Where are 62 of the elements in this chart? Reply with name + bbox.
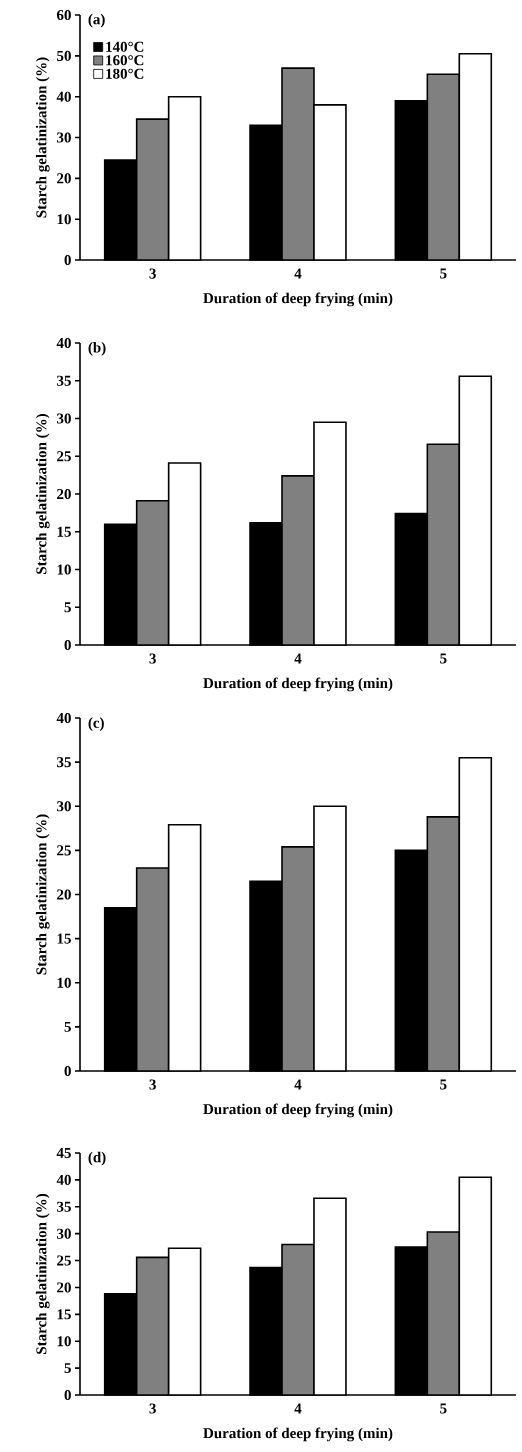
y-tick-label: 15	[57, 526, 71, 537]
y-tick-label: 30	[57, 132, 71, 143]
legend-label: 180°C	[106, 68, 144, 79]
y-tick-label: 0	[64, 1389, 71, 1401]
y-tick-label: 40	[56, 1174, 71, 1185]
y-tick-label: 20	[57, 1282, 71, 1293]
chart-title: (d)	[88, 1151, 106, 1166]
x-tick-label: 3	[149, 1403, 156, 1414]
y-axis-title: Starch gelatinization (%)	[35, 414, 50, 574]
chart-title: (a)	[88, 13, 105, 28]
y-tick-label: 0	[64, 254, 71, 266]
y-tick-label: 35	[57, 757, 71, 768]
y-tick-label: 5	[64, 1021, 71, 1032]
y-tick-label: 20	[57, 889, 71, 900]
x-tick-label: 5	[440, 1079, 447, 1090]
y-tick-label: 20	[57, 488, 71, 500]
chart-title: (c)	[88, 717, 104, 731]
x-tick-label: 3	[149, 1079, 156, 1090]
x-tick-label: 4	[294, 653, 302, 664]
y-tick-label: 5	[64, 1363, 71, 1374]
x-axis-title: Duration of deep frying (min)	[203, 292, 393, 307]
y-tick-label: 30	[57, 801, 71, 812]
x-tick-label: 5	[440, 1403, 447, 1414]
x-tick-label: 3	[149, 268, 156, 279]
y-tick-label: 10	[57, 977, 71, 988]
y-tick-label: 30	[57, 1228, 71, 1239]
y-tick-label: 60	[56, 9, 71, 21]
x-axis-title: Duration of deep frying (min)	[203, 677, 393, 692]
y-axis-title: Starch gelatinization (%)	[35, 1193, 50, 1354]
x-tick-label: 5	[440, 653, 447, 664]
y-tick-label: 40	[56, 91, 71, 102]
x-tick-label: 5	[440, 268, 447, 279]
y-tick-label: 40	[56, 712, 71, 724]
y-axis-title: Starch gelatinization (%)	[35, 814, 50, 975]
y-tick-label: 10	[57, 1336, 71, 1347]
x-tick-label: 4	[294, 1403, 302, 1414]
y-tick-label: 0	[64, 639, 71, 651]
legend-label: 140°C	[106, 41, 144, 52]
y-tick-label: 5	[64, 602, 71, 613]
y-tick-label: 35	[57, 375, 71, 386]
y-tick-label: 0	[64, 1065, 71, 1077]
y-tick-label: 20	[57, 173, 71, 184]
y-tick-label: 40	[56, 337, 71, 349]
x-tick-label: 4	[294, 1079, 302, 1090]
y-tick-label: 15	[57, 933, 71, 944]
x-tick-label: 3	[149, 653, 156, 664]
chart-title: (b)	[88, 342, 106, 356]
y-tick-label: 25	[57, 845, 71, 856]
y-tick-label: 45	[56, 1148, 71, 1159]
y-axis-title: Starch gelatinization (%)	[35, 57, 50, 218]
y-tick-label: 25	[57, 451, 71, 462]
x-tick-label: 4	[294, 268, 302, 279]
y-tick-label: 10	[57, 564, 71, 575]
legend-label: 160°C	[106, 55, 144, 66]
y-tick-label: 50	[57, 50, 71, 61]
y-tick-label: 35	[57, 1201, 71, 1212]
y-tick-label: 10	[57, 214, 71, 225]
x-axis-title: Duration of deep frying (min)	[203, 1103, 393, 1118]
x-axis-title: Duration of deep frying (min)	[203, 1427, 393, 1442]
y-tick-label: 30	[57, 413, 71, 424]
y-tick-label: 15	[57, 1309, 71, 1320]
y-tick-label: 25	[57, 1255, 71, 1266]
